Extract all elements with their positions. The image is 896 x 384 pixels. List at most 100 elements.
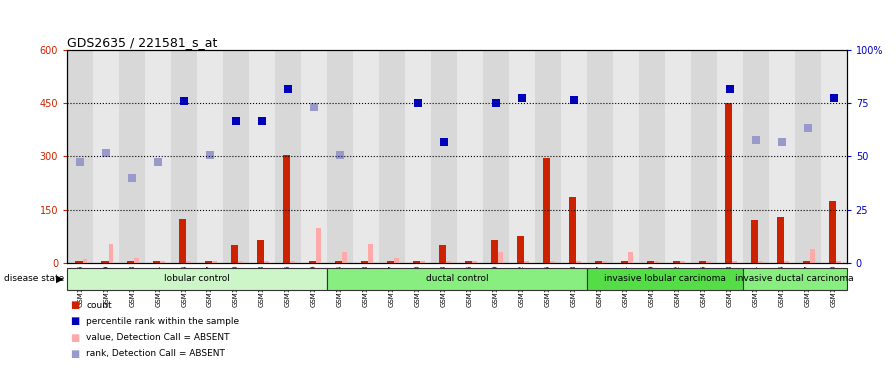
Point (488, 100, 503, 106)
Bar (309, 261, 316, 263)
Bar (327, 268, 587, 290)
Bar (67, 268, 327, 290)
Bar (405, 50, 431, 263)
Point (566, 96, 581, 103)
Bar (446, 261, 451, 263)
Bar (587, 50, 613, 263)
Bar (67, 50, 93, 263)
Bar (93, 50, 119, 263)
Bar (257, 240, 264, 263)
Bar (795, 50, 821, 263)
Point (410, 100, 425, 106)
Text: invasive lobular carcinoma: invasive lobular carcinoma (604, 274, 726, 283)
Bar (387, 261, 394, 263)
Bar (587, 268, 743, 290)
Bar (595, 261, 602, 263)
Bar (101, 261, 108, 263)
Text: rank, Detection Call = ABSENT: rank, Detection Call = ABSENT (86, 349, 225, 358)
Bar (316, 227, 321, 263)
Bar (576, 261, 581, 263)
Bar (205, 261, 212, 263)
Bar (665, 50, 691, 263)
Bar (82, 260, 87, 263)
Point (800, 125, 814, 131)
Point (99, 150, 113, 156)
Bar (758, 261, 762, 263)
Bar (569, 197, 576, 263)
Bar (134, 258, 139, 263)
Bar (628, 252, 633, 263)
Bar (160, 261, 165, 263)
Bar (186, 261, 191, 263)
Text: ■: ■ (70, 333, 79, 343)
Point (774, 139, 788, 145)
Bar (524, 261, 529, 263)
Text: ▶: ▶ (56, 274, 64, 284)
Bar (472, 261, 477, 263)
Bar (498, 252, 503, 263)
Bar (145, 50, 171, 263)
Bar (231, 245, 238, 263)
Bar (119, 50, 145, 263)
Bar (639, 50, 665, 263)
Text: ■: ■ (70, 316, 79, 326)
Bar (517, 237, 524, 263)
Bar (561, 50, 587, 263)
Text: ■: ■ (70, 349, 79, 359)
Point (722, 86, 737, 92)
Point (748, 137, 762, 144)
Point (826, 95, 840, 101)
Bar (654, 261, 659, 263)
Bar (836, 261, 840, 263)
Bar (431, 50, 457, 263)
Bar (535, 50, 561, 263)
Text: ■: ■ (70, 300, 79, 310)
Point (436, 139, 451, 145)
Bar (127, 261, 134, 263)
Bar (413, 261, 420, 263)
Point (306, 104, 321, 110)
Bar (171, 50, 197, 263)
Bar (249, 50, 275, 263)
Bar (327, 50, 353, 263)
Bar (353, 50, 379, 263)
Text: lobular control: lobular control (164, 274, 230, 283)
Bar (769, 50, 795, 263)
Text: value, Detection Call = ABSENT: value, Detection Call = ABSENT (86, 333, 229, 342)
Bar (483, 50, 509, 263)
Point (332, 152, 347, 158)
Bar (275, 50, 301, 263)
Point (73, 159, 88, 165)
Bar (647, 261, 654, 263)
Bar (457, 50, 483, 263)
Text: invasive ductal carcinoma: invasive ductal carcinoma (736, 274, 854, 283)
Bar (342, 252, 347, 263)
Bar (179, 218, 186, 263)
Bar (550, 261, 555, 263)
Bar (465, 261, 472, 263)
Point (151, 159, 165, 165)
Bar (197, 50, 223, 263)
Bar (223, 50, 249, 263)
Bar (394, 258, 399, 263)
Point (177, 98, 191, 104)
Text: percentile rank within the sample: percentile rank within the sample (86, 317, 239, 326)
Bar (153, 261, 160, 263)
Text: ductal control: ductal control (426, 274, 488, 283)
Bar (784, 261, 788, 263)
Bar (543, 158, 550, 263)
Bar (743, 50, 769, 263)
Bar (361, 261, 368, 263)
Bar (439, 245, 446, 263)
Bar (290, 261, 295, 263)
Point (125, 175, 140, 181)
Bar (829, 201, 836, 263)
Bar (613, 50, 639, 263)
Point (280, 86, 295, 92)
Bar (821, 50, 847, 263)
Bar (301, 50, 327, 263)
Bar (108, 243, 113, 263)
Bar (777, 217, 784, 263)
Bar (75, 261, 82, 263)
Bar (491, 240, 498, 263)
